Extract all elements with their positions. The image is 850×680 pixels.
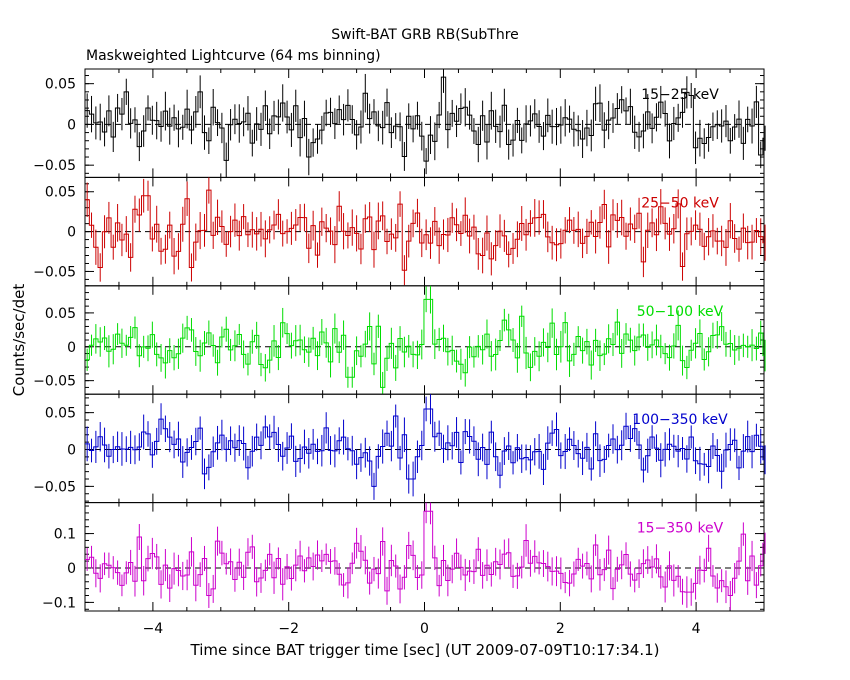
x-axis-label: Time since BAT trigger time [sec] (UT 20… [190, 641, 660, 659]
x-tick-label: −4 [143, 621, 164, 637]
y-tick-label: −0.05 [33, 374, 76, 390]
y-tick-label: 0 [67, 225, 76, 241]
panel-frame [84, 502, 765, 612]
x-tick-label: 0 [420, 621, 429, 637]
y-tick-label: 0.05 [45, 406, 76, 422]
x-tick-label: −2 [278, 621, 299, 637]
panel-4: −0.05 0 0.05 100−350 keV [33, 393, 766, 504]
band-label: 15−25 keV [641, 87, 719, 103]
y-tick-label: 0.1 [54, 527, 76, 543]
y-tick-label: 0 [67, 117, 76, 133]
y-tick-label: −0.05 [33, 158, 76, 174]
x-tick-label: 2 [556, 621, 565, 637]
y-tick-label: 0.05 [45, 185, 76, 201]
series-line [85, 510, 764, 597]
panel-5: −0.1 0 0.1 15−350 keV [42, 502, 766, 612]
band-label: 50−100 keV [637, 304, 724, 320]
chart-subtitle: Maskweighted Lightcurve (64 ms binning) [86, 48, 381, 64]
chart-title: Swift-BAT GRB RB(SubThre [331, 27, 519, 43]
panel-3: −0.05 0 0.05 50−100 keV [33, 285, 766, 395]
band-label: 15−350 keV [637, 521, 724, 537]
y-tick-label: 0 [67, 443, 76, 459]
y-tick-label: −0.05 [33, 479, 76, 495]
y-axis-label: Counts/sec/det [10, 284, 28, 397]
y-tick-label: 0 [67, 561, 76, 577]
series-line [85, 408, 764, 487]
series-line [85, 76, 764, 162]
series-line [85, 298, 764, 388]
x-tick-label: 4 [692, 621, 701, 637]
y-tick-label: 0.05 [45, 77, 76, 93]
panel-frame [84, 285, 765, 395]
y-tick-label: 0 [67, 340, 76, 356]
panel-2: −0.05 0 0.05 25−50 keV [33, 176, 766, 287]
band-label: 100−350 keV [632, 412, 728, 428]
y-tick-label: 0.05 [45, 306, 76, 322]
series-line [85, 189, 764, 271]
panel-1: −0.05 0 0.05 15−25 keV [33, 68, 766, 178]
y-tick-label: −0.05 [33, 264, 76, 280]
y-tick-label: −0.1 [42, 595, 76, 611]
band-label: 25−50 keV [641, 195, 719, 211]
